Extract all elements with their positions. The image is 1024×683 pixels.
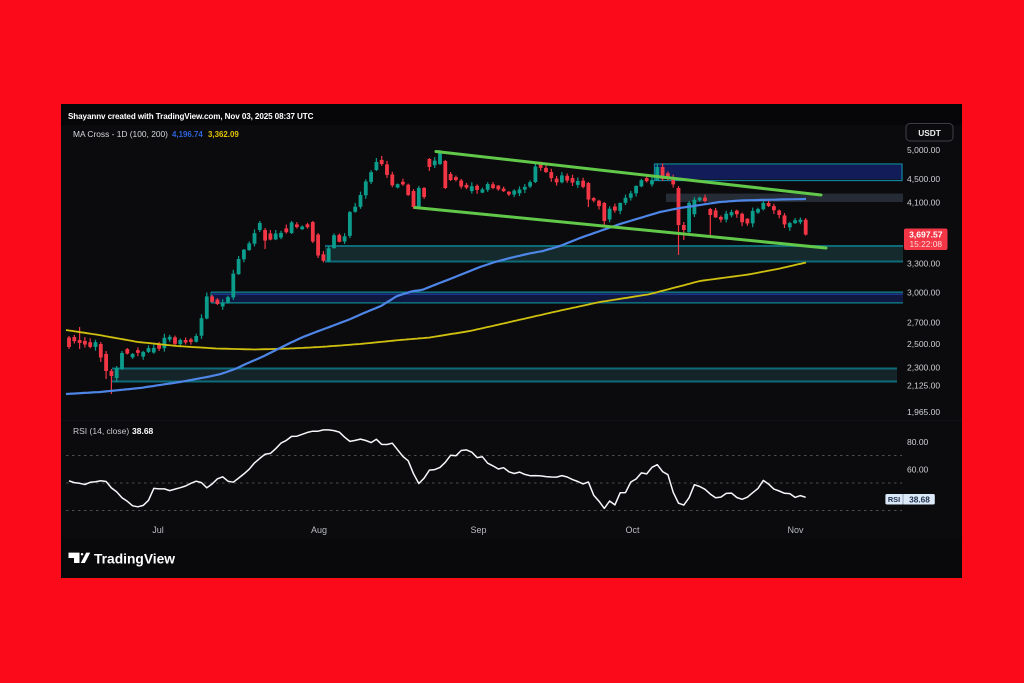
svg-text:Shayannv created with TradingV: Shayannv created with TradingView.com, N… [68, 112, 314, 121]
svg-text:15:22:08: 15:22:08 [909, 239, 942, 249]
svg-text:5,000.00: 5,000.00 [907, 145, 940, 155]
svg-text:TradingView: TradingView [94, 552, 175, 567]
svg-text:RSI (14, close): RSI (14, close) [73, 426, 129, 436]
svg-text:60.00: 60.00 [907, 464, 929, 474]
svg-text:Jul: Jul [152, 525, 164, 535]
svg-text:Nov: Nov [787, 525, 804, 535]
svg-text:2,125.00: 2,125.00 [907, 381, 940, 391]
svg-text:3,697.57: 3,697.57 [909, 230, 943, 240]
svg-text:4,500.00: 4,500.00 [907, 174, 940, 184]
svg-text:1,965.00: 1,965.00 [907, 407, 940, 417]
svg-text:38.68: 38.68 [909, 495, 930, 505]
svg-text:Oct: Oct [625, 525, 640, 535]
svg-text:3,362.09: 3,362.09 [208, 130, 239, 139]
svg-text:4,100.00: 4,100.00 [907, 198, 940, 208]
svg-text:2,500.00: 2,500.00 [907, 339, 940, 349]
svg-text:38.68: 38.68 [132, 426, 154, 436]
svg-text:MA Cross - 1D (100, 200): MA Cross - 1D (100, 200) [73, 129, 168, 139]
svg-text:3,000.00: 3,000.00 [907, 287, 940, 297]
svg-text:RSI: RSI [888, 495, 900, 504]
svg-text:USDT: USDT [918, 128, 941, 138]
svg-text:Sep: Sep [470, 525, 486, 535]
svg-text:2,300.00: 2,300.00 [907, 363, 940, 373]
svg-text:4,196.74: 4,196.74 [172, 130, 203, 139]
svg-text:Aug: Aug [311, 525, 327, 535]
svg-text:2,700.00: 2,700.00 [907, 317, 940, 327]
svg-text:80.00: 80.00 [907, 437, 929, 447]
svg-text:3,300.00: 3,300.00 [907, 259, 940, 269]
